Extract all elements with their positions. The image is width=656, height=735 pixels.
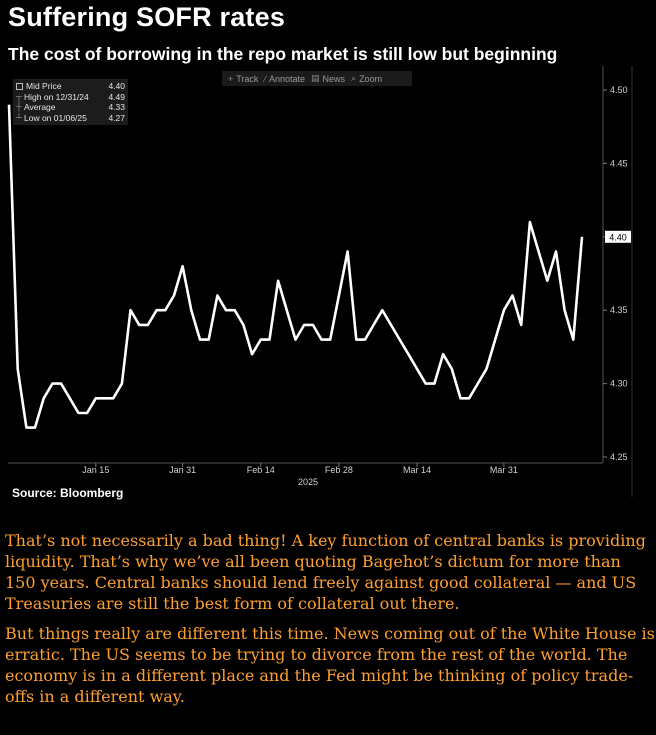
- legend-row-high: ┬ High on 12/31/24 4.49: [16, 92, 125, 103]
- last-value-label: 4.40: [609, 232, 627, 242]
- pencil-icon: ⁄: [264, 73, 266, 84]
- legend-value: 4.33: [108, 102, 125, 112]
- magnifier-icon: ⌕: [351, 73, 357, 83]
- x-tick-label: Mar 31: [490, 465, 518, 475]
- y-tick-label: 4.45: [610, 158, 628, 168]
- toolbar-track[interactable]: + Track: [228, 74, 258, 84]
- x-tick-label: Mar 14: [403, 465, 431, 475]
- x-axis-year-label: 2025: [298, 477, 318, 487]
- legend-label: High on 12/31/24: [24, 91, 89, 102]
- x-tick-label: Feb 28: [325, 465, 353, 475]
- legend-label: Average: [24, 102, 56, 112]
- article-paragraph: That’s not necessarily a bad thing! A ke…: [5, 531, 646, 613]
- toolbar-zoom-label: Zoom: [359, 73, 383, 84]
- source-note: Source: Bloomberg: [12, 486, 124, 500]
- y-tick-label: 4.35: [610, 305, 628, 315]
- chart-subtitle: The cost of borrowing in the repo market…: [8, 44, 558, 64]
- toolbar-annotate[interactable]: ⁄ Annotate: [264, 74, 305, 84]
- high-marker-icon: ┬: [16, 91, 22, 101]
- toolbar-annotate-label: Annotate: [268, 73, 305, 84]
- last-value-tag: [605, 230, 631, 243]
- legend-value: 4.40: [108, 81, 125, 91]
- toolbar-zoom[interactable]: ⌕ Zoom: [351, 73, 382, 84]
- article-paragraph: But things really are different this tim…: [5, 624, 655, 706]
- low-marker-icon: ┴: [16, 112, 22, 122]
- y-tick-label: 4.25: [610, 452, 628, 462]
- line-chart: Jan 15 Jan 31 Feb 14 Feb 28 Mar 14 Mar 31 2025…: [7, 66, 633, 497]
- y-tick-label: 4.50: [610, 85, 628, 95]
- x-tick-label: Jan 15: [82, 465, 109, 475]
- chart-legend: Mid Price 4.40 ┬ High on 12/31/24 4.49 ┼ A…: [13, 79, 128, 125]
- legend-label: Mid Price: [26, 81, 62, 91]
- chart-title: Suffering SOFR rates: [8, 2, 286, 32]
- y-tick-label: 4.30: [610, 379, 628, 389]
- series-line-mid-price: [7, 104, 584, 429]
- legend-row-average: ┼ Average 4.33: [16, 102, 125, 113]
- article-body: That’s not necessarily a bad thing! A ke…: [5, 530, 655, 716]
- toolbar-news[interactable]: ▤ News: [311, 73, 345, 84]
- legend-value: 4.27: [108, 112, 125, 123]
- average-marker-icon: ┼: [16, 102, 22, 111]
- legend-label: Low on 01/06/25: [24, 112, 87, 123]
- chart-toolbar: + Track ⁄ Annotate ▤ News ⌕ Zoom: [222, 71, 412, 86]
- toolbar-track-label: Track: [236, 73, 259, 84]
- y-axis: 4.50 4.45 4.35 4.30 4.25: [603, 85, 628, 462]
- news-icon: ▤: [310, 73, 320, 83]
- checkbox-icon: [16, 82, 23, 90]
- legend-value: 4.49: [108, 91, 125, 102]
- x-tick-label: Feb 14: [247, 465, 275, 475]
- series-layer: 4.40: [7, 104, 631, 429]
- plot-frame: [8, 66, 633, 497]
- toolbar-news-label: News: [322, 73, 346, 84]
- legend-row-mid-price[interactable]: Mid Price 4.40: [16, 81, 125, 92]
- crosshair-icon: +: [228, 73, 234, 84]
- x-axis: Jan 15 Jan 31 Feb 14 Feb 28 Mar 14 Mar 31 2025: [82, 463, 518, 487]
- legend-row-low: ┴ Low on 01/06/25 4.27: [16, 113, 125, 124]
- x-tick-label: Jan 31: [169, 465, 196, 475]
